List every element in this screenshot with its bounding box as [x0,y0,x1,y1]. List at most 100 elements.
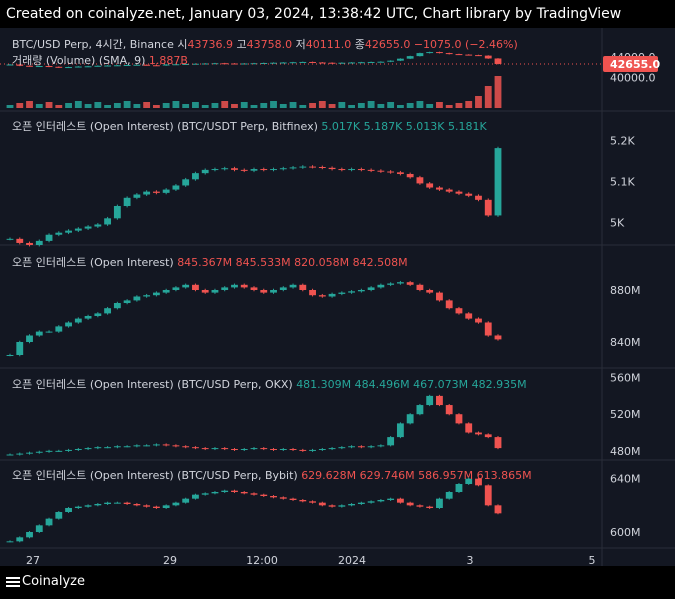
candle-body [455,308,463,314]
candle-body [6,238,14,240]
axis-tick-label: 5K [610,216,625,229]
candle-body [436,52,443,54]
candle-body [318,62,326,64]
axis-tick-label: 5.1K [610,175,635,188]
candle-body [387,498,395,500]
candle-body [445,189,453,192]
legend-oi-okx[interactable]: 오픈 인터레스트 (Open Interest) (BTC/USD Perp, … [12,376,527,392]
legend-oi-bitfinex[interactable]: 오픈 인터레스트 (Open Interest) (BTC/USDT Perp,… [12,118,487,134]
candle-body [270,169,277,171]
candle-body [152,191,160,193]
candle-body [84,66,92,68]
candle-body [426,506,434,508]
volume-bar [113,103,121,108]
chart-frame[interactable] [0,28,675,566]
candle-body [445,53,453,55]
candle-body [94,313,102,316]
candle-body [182,498,190,503]
candle-body [494,58,502,64]
volume-bar [338,102,346,108]
candle-body [436,292,443,301]
candle-body [289,62,297,64]
candle-body [348,62,356,64]
candle-body [55,450,63,452]
candle-body [445,492,453,499]
candle-body [231,490,238,492]
axis-tick-label: 840M [610,336,641,349]
candle-body [465,193,473,196]
candle-body [6,355,14,356]
candle-body [406,414,414,424]
volume-bar [16,103,24,108]
candle-body [94,447,102,449]
candle-body [104,65,112,67]
candle-body [172,502,180,506]
candle-body [201,169,209,174]
legend-segment: BTC/USD Perp, 4시간, Binance [12,38,178,51]
legend-oi-bybit[interactable]: 오픈 인터레스트 (Open Interest) (BTC/USD Perp, … [12,467,532,483]
candle-body [133,504,141,506]
candle-body [94,224,102,227]
volume-bar [270,101,277,108]
candle-body [162,444,170,446]
coinalyze-logo[interactable]: Coinalyze [6,574,85,589]
legend-volume[interactable]: 거래량 (Volume) (SMA, 9) 1.887B [12,52,188,68]
candle-body [162,189,170,193]
volume-bar [367,101,375,108]
candle-body [104,308,112,314]
candle-body [162,290,170,293]
candle-body [289,167,297,169]
candle-body [455,191,463,194]
candle-body [35,240,43,245]
volume-bar [26,101,33,108]
axis-tick-label: 480M [610,445,641,458]
volume-bar [436,102,443,108]
axis-tick-label: 40000.0 [610,71,656,84]
candle-body [348,169,356,171]
volume-bar [123,101,131,108]
volume-bar [387,102,395,108]
candle-body [113,446,121,448]
candle-body [416,405,424,415]
page-header: Created on coinalyze.net, January 03, 20… [0,0,675,28]
candle-body [377,445,385,447]
candle-body [74,228,82,231]
volume-bar [494,76,502,108]
candle-body [16,453,24,455]
candle-body [367,446,375,448]
candle-body [260,62,268,64]
candle-body [35,331,43,336]
volume-bar [299,105,307,108]
candle-body [221,490,229,492]
candle-body [377,284,385,288]
legend-oi-aggregate[interactable]: 오픈 인터레스트 (Open Interest) 845.367M 845.53… [12,254,408,270]
candle-body [299,284,307,290]
axis-tick-label: 520M [610,408,641,421]
legend-segment: 42655.0 −1075.0 (−2.46%) [364,38,518,51]
candle-body [494,505,502,514]
candle-body [338,292,346,294]
legend-price[interactable]: BTC/USD Perp, 4시간, Binance 시43736.9 고437… [12,36,518,52]
candle-body [221,448,229,450]
candle-body [260,169,268,171]
chart-canvas[interactable]: 44000.040000.042655.05.2K5.1K5K880M840M5… [0,28,675,566]
candle-body [45,234,53,241]
candle-body [113,206,121,219]
candle-body [299,61,307,63]
candle-body [309,501,316,503]
candle-body [494,437,502,449]
candle-body [35,451,43,453]
candle-body [260,290,268,293]
candle-body [133,64,141,66]
volume-bar [201,105,209,108]
volume-bar [328,104,336,108]
candle-body [65,67,72,69]
candle-body [192,494,199,499]
volume-bar [211,103,219,108]
volume-bar [192,102,199,108]
candle-body [484,199,492,216]
volume-bar [231,104,238,108]
candle-body [465,313,473,319]
candle-body [84,448,92,450]
legend-segment: 오픈 인터레스트 (Open Interest) (BTC/USDT Perp,… [12,120,322,133]
